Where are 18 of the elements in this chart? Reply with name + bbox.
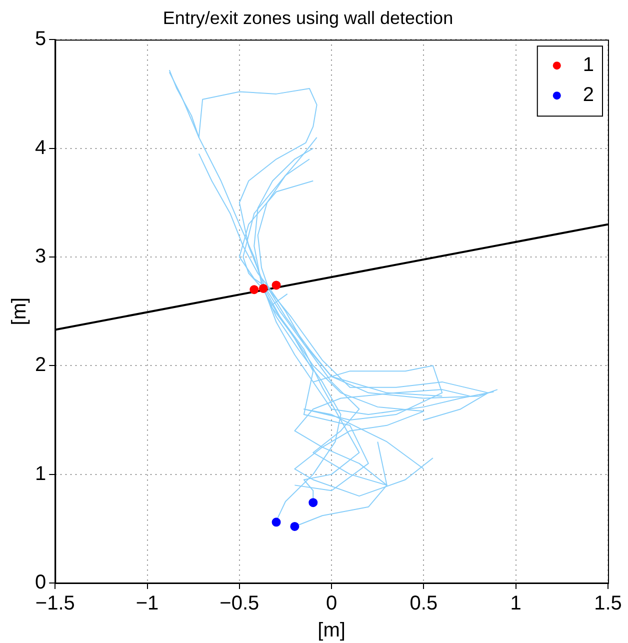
x-tick-label: 1: [510, 592, 522, 615]
legend-label: 2: [582, 84, 594, 106]
y-tick-label: 3: [35, 245, 46, 268]
x-tick-label: −1.5: [35, 592, 75, 615]
y-tick-label: 2: [35, 354, 46, 376]
chart-title: Entry/exit zones using wall detection: [162, 8, 454, 28]
legend-label: 1: [582, 54, 594, 76]
x-tick-label: −0.5: [220, 592, 260, 615]
x-tick-label: 0.5: [410, 592, 438, 615]
x-tick-label: 1.5: [594, 592, 622, 615]
x-tick-label: −1: [136, 592, 159, 615]
y-axis-title: [m]: [8, 297, 31, 326]
x-tick-label: 0: [326, 592, 338, 615]
y-tick-label: 5: [35, 28, 46, 50]
y-tick-label: 4: [35, 136, 46, 159]
x-axis-title: [m]: [318, 620, 346, 642]
y-tick-label: 0: [35, 572, 46, 594]
y-tick-label: 1: [35, 462, 46, 485]
